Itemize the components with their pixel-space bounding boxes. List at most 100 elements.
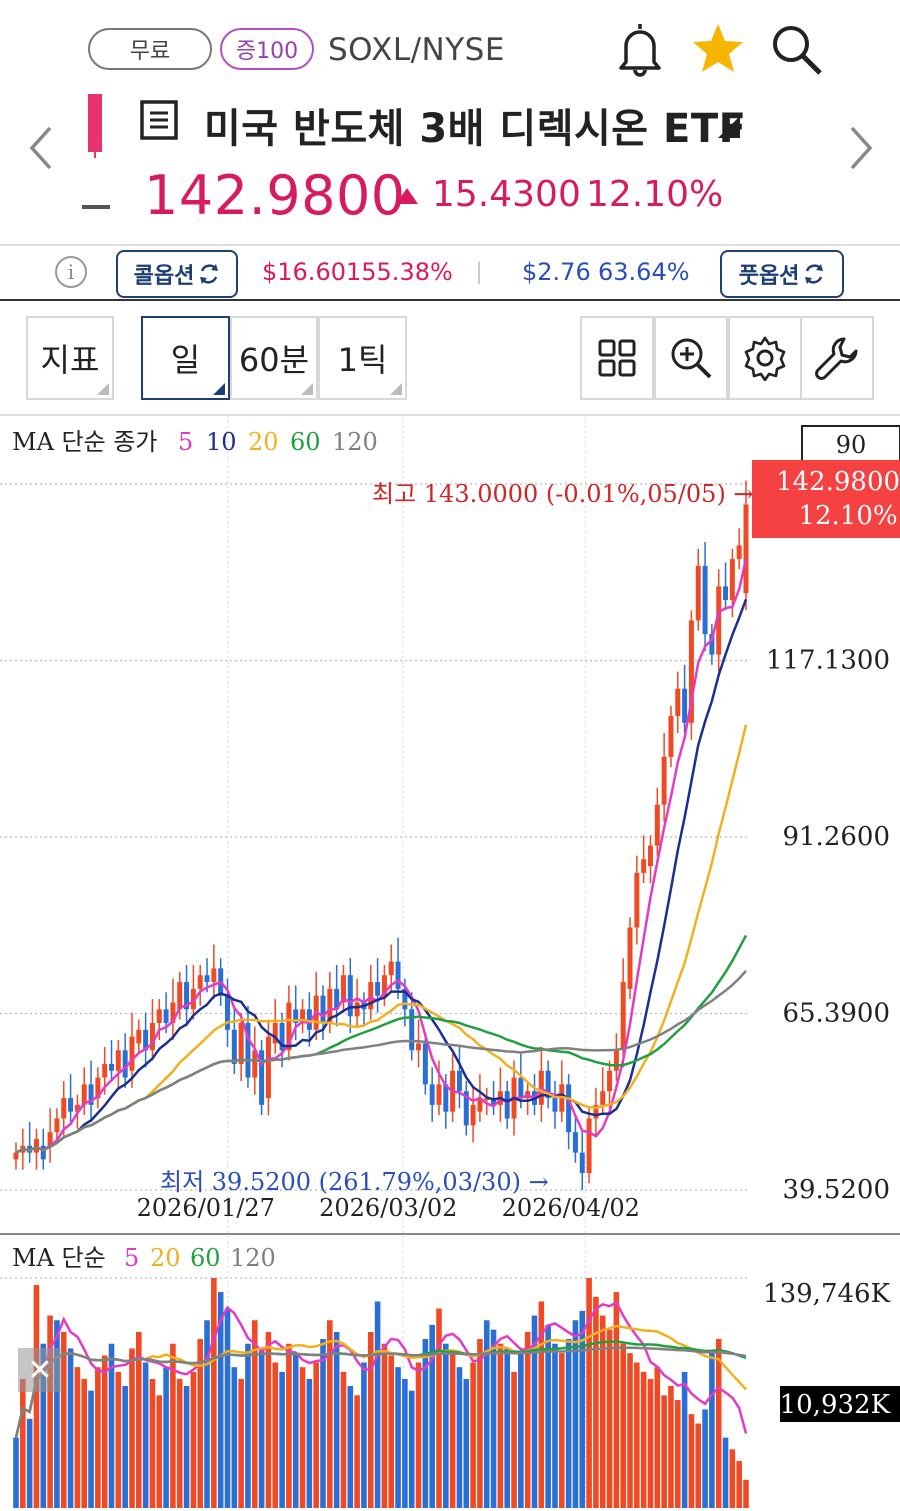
period-day-button[interactable]: 일: [141, 316, 230, 400]
volume-bar: [586, 1278, 592, 1508]
bell-icon[interactable]: [610, 18, 670, 80]
volume-bar: [306, 1378, 313, 1508]
candle-body: [231, 1029, 237, 1064]
layout-grid-icon[interactable]: [580, 316, 654, 400]
zoom-in-icon[interactable]: [654, 316, 728, 400]
stock-title[interactable]: 미국 반도체 3배 디렉시온 ETF: [204, 106, 747, 152]
chevron-left-icon[interactable]: [24, 122, 60, 174]
candle-body: [259, 1050, 265, 1105]
volume-bar: [552, 1343, 558, 1508]
volume-bar: [95, 1367, 101, 1508]
candle-body: [429, 1084, 435, 1105]
period-tick-label: 1틱: [337, 341, 388, 379]
volume-bar: [176, 1378, 183, 1508]
volume-bar: [572, 1320, 579, 1508]
volume-bar: [729, 1449, 736, 1508]
date-axis-label: 2026/01/27: [137, 1194, 275, 1222]
candle-body: [204, 975, 210, 983]
candle-body: [682, 688, 688, 723]
indicator-button[interactable]: 지표: [26, 316, 114, 400]
legend-vol-ma-60: 60: [190, 1244, 221, 1272]
candle-body: [156, 1009, 162, 1023]
candle-body: [409, 1009, 415, 1051]
volume-bar: [170, 1343, 176, 1508]
volume-bar: [40, 1343, 47, 1508]
volume-current-label: 10,932K: [780, 1390, 891, 1420]
volume-bar: [429, 1324, 435, 1508]
settings-gear-icon[interactable]: [728, 316, 802, 400]
volume-bar: [518, 1353, 524, 1508]
volume-bar: [661, 1395, 667, 1508]
call-option-button[interactable]: 콜옵션: [116, 250, 238, 298]
document-icon[interactable]: [139, 99, 179, 141]
vol-ma120-line: [14, 1346, 747, 1438]
volume-bar: [674, 1400, 681, 1508]
volume-bar: [504, 1348, 511, 1508]
legend-ma-5: 5: [178, 428, 193, 456]
candle-body: [88, 1084, 94, 1105]
candle-body: [709, 634, 715, 655]
volume-bar: [245, 1343, 251, 1508]
current-price: 142.9800: [144, 164, 406, 227]
chart-grid: [0, 416, 750, 1506]
candle-body: [470, 1104, 476, 1126]
volume-bar: [688, 1414, 695, 1508]
volume-bar: [743, 1479, 749, 1508]
volume-bar: [456, 1367, 463, 1508]
volume-bar: [149, 1378, 156, 1508]
volume-bar: [449, 1353, 456, 1508]
current-price-tag: 142.9800: [776, 467, 900, 497]
date-axis-label: 2026/04/02: [502, 1194, 640, 1222]
candle-body: [252, 1050, 258, 1078]
candle-body: [627, 927, 633, 989]
volume-bar: [443, 1343, 449, 1508]
chevron-right-icon[interactable]: [842, 122, 878, 174]
volume-bar: [668, 1385, 674, 1508]
volume-bar: [136, 1331, 142, 1508]
period-60m-button[interactable]: 60분: [230, 316, 318, 400]
volume-bar: [415, 1362, 422, 1508]
free-badge[interactable]: 무료: [88, 28, 212, 70]
candle-body: [149, 1022, 155, 1051]
price-candles: [13, 480, 749, 1191]
put-option-label: 풋옵션: [738, 264, 800, 289]
search-icon[interactable]: [766, 18, 826, 80]
close-icon[interactable]: ✕: [18, 1348, 62, 1392]
candle-body: [40, 1145, 46, 1160]
candle-body: [688, 620, 694, 723]
period-60m-label: 60분: [238, 341, 310, 379]
legend-ma-20: 20: [248, 428, 279, 456]
candle-body: [600, 1091, 606, 1105]
top-value-label: 90: [836, 431, 867, 459]
candle-body: [654, 804, 660, 846]
candle-body: [197, 975, 203, 989]
star-icon[interactable]: [688, 18, 748, 80]
call-option-label: 콜옵션: [133, 264, 195, 289]
candle-body: [81, 1084, 87, 1105]
title-dropdown-icon[interactable]: [718, 116, 740, 138]
candle-body: [136, 1029, 142, 1044]
current-pct-tag: 12.10%: [798, 501, 897, 531]
put-option-button[interactable]: 풋옵션: [720, 250, 844, 298]
candle-body: [586, 1118, 592, 1174]
candle-body: [272, 1022, 278, 1044]
volume-bar: [361, 1362, 367, 1508]
candle-body: [620, 982, 626, 1051]
stock-chart[interactable]: MA 단순 종가 5 10 20 60 120 90 142.9800 12.10% 최…: [0, 416, 900, 1511]
margin-badge[interactable]: 증100: [220, 28, 314, 70]
volume-bar: [142, 1362, 149, 1508]
stock-header: 무료 증100 SOXL/NYSE 미국 반도체 3배 디렉시온 ETF 142…: [0, 0, 900, 245]
info-icon[interactable]: i: [55, 256, 87, 288]
volume-bar: [26, 1418, 33, 1508]
legend-ma-120: 120: [332, 428, 378, 456]
volume-bar: [101, 1355, 108, 1508]
volume-bar: [286, 1343, 292, 1508]
candle-body: [518, 1077, 524, 1099]
volume-bar: [327, 1320, 333, 1508]
volume-bar: [436, 1308, 442, 1508]
volume-bar: [238, 1378, 244, 1508]
wrench-icon[interactable]: [800, 316, 874, 400]
candle-body: [729, 559, 735, 600]
period-tick-button[interactable]: 1틱: [318, 316, 407, 400]
volume-bar: [197, 1339, 204, 1508]
